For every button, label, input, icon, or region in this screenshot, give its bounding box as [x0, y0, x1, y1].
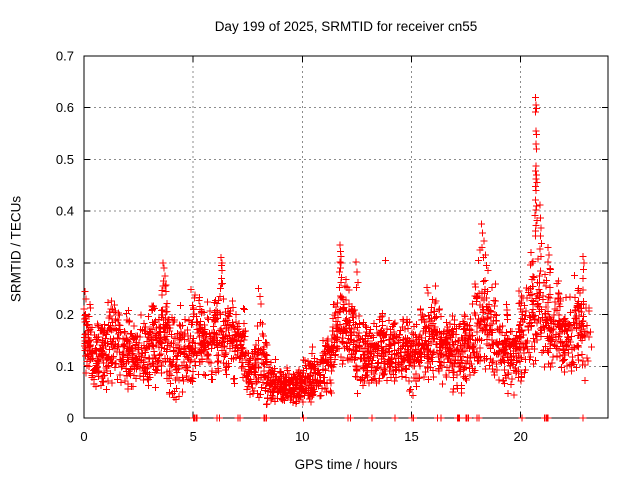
y-tick-label: 0.6: [56, 100, 74, 115]
x-axis-label: GPS time / hours: [294, 457, 398, 472]
chart-title: Day 199 of 2025, SRMTID for receiver cn5…: [214, 19, 478, 34]
y-tick-label: 0.7: [56, 49, 74, 64]
y-tick-label: 0.2: [56, 307, 74, 322]
grid-lines: [84, 56, 608, 418]
y-tick-label: 0.1: [56, 359, 74, 374]
x-tick-label: 20: [513, 429, 527, 444]
x-tick-label: 10: [295, 429, 309, 444]
y-tick-label: 0.4: [56, 204, 74, 219]
y-tick-label: 0.5: [56, 152, 74, 167]
x-tick-label: 0: [80, 429, 87, 444]
scatter-points: [80, 93, 595, 422]
x-tick-label: 15: [404, 429, 418, 444]
x-tick-label: 5: [190, 429, 197, 444]
y-axis-label: SRMTID / TECUs: [8, 195, 24, 303]
y-tick-label: 0.3: [56, 255, 74, 270]
y-tick-label: 0: [67, 411, 74, 426]
